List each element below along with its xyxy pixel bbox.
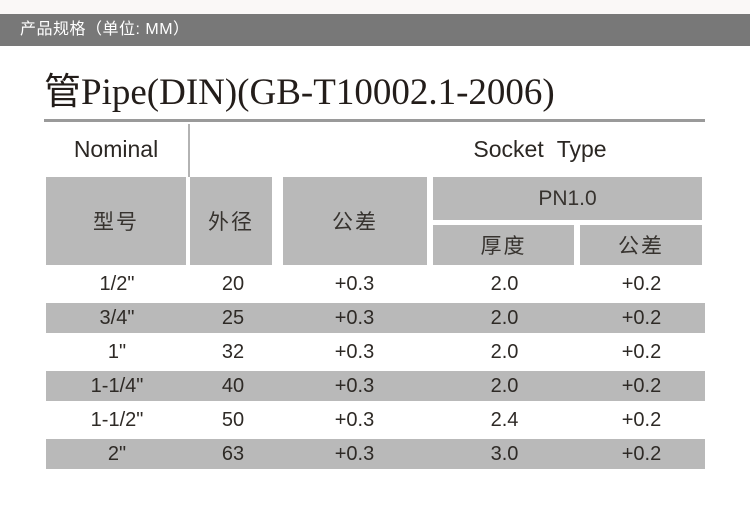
table-cell: 2.0	[490, 374, 519, 397]
table-cell: +0.2	[621, 408, 662, 431]
table-cell: +0.2	[621, 306, 662, 329]
table-cell: 1-1/2"	[90, 408, 144, 431]
table-cell: 2.0	[490, 306, 519, 329]
table-cell: 50	[221, 408, 245, 431]
header-cell-thickness: 厚度	[433, 225, 574, 265]
page-title: 管Pipe(DIN)(GB-T10002.1-2006)	[44, 72, 555, 113]
title-underline	[44, 119, 705, 122]
table-cell: 63	[221, 442, 245, 465]
table-rows: 1/2" 20 +0.3 2.0 +0.2 3/4" 25 +0.3 2.0 +0.2 1" 32 +0…	[46, 267, 705, 471]
table-cell: 20	[221, 272, 245, 295]
table-cell: 3/4"	[99, 306, 135, 329]
section-banner: 产品规格（单位: MM）	[0, 14, 750, 46]
table-row: 1/2" 20 +0.3 2.0 +0.2	[46, 267, 705, 301]
table-cell: +0.3	[334, 408, 375, 431]
table-cell: 2.0	[490, 272, 519, 295]
table-cell: +0.3	[334, 272, 375, 295]
table-group-header: Nominal Socket Type	[44, 122, 705, 177]
table-row: 3/4" 25 +0.3 2.0 +0.2	[46, 301, 705, 335]
table-cell: 40	[221, 374, 245, 397]
group-header-divider	[188, 124, 190, 177]
table-cell: +0.2	[621, 272, 662, 295]
header-cell-pn-group: PN1.0	[433, 177, 702, 220]
table-cell: +0.2	[621, 340, 662, 363]
section-banner-label: 产品规格（单位: MM）	[20, 21, 190, 38]
group-header-socket-type: Socket Type	[473, 136, 607, 162]
header-cell-outer-diameter: 外径	[190, 177, 272, 265]
table-cell: 25	[221, 306, 245, 329]
top-strip	[0, 0, 750, 14]
table-row: 2" 63 +0.3 3.0 +0.2	[46, 437, 705, 471]
table-cell: 1-1/4"	[90, 374, 144, 397]
table-cell: +0.3	[334, 306, 375, 329]
table-row: 1-1/4" 40 +0.3 2.0 +0.2	[46, 369, 705, 403]
table-cell: 32	[221, 340, 245, 363]
table-cell: 2.0	[490, 340, 519, 363]
header-cell-tolerance: 公差	[283, 177, 427, 265]
table-row: 1-1/2" 50 +0.3 2.4 +0.2	[46, 403, 705, 437]
header-cell-pn-tolerance: 公差	[580, 225, 702, 265]
header-cell-model: 型号	[46, 177, 186, 265]
table-cell: 2.4	[490, 408, 519, 431]
group-header-nominal: Nominal	[73, 136, 159, 162]
table-cell: +0.2	[621, 442, 662, 465]
table-cell: 3.0	[490, 442, 519, 465]
table-cell: 1"	[107, 340, 127, 363]
table-cell: +0.3	[334, 442, 375, 465]
table-cell: 1/2"	[99, 272, 135, 295]
table-cell: +0.3	[334, 374, 375, 397]
table-cell: +0.2	[621, 374, 662, 397]
table-row: 1" 32 +0.3 2.0 +0.2	[46, 335, 705, 369]
table-cell: +0.3	[334, 340, 375, 363]
table-cell: 2"	[107, 442, 127, 465]
